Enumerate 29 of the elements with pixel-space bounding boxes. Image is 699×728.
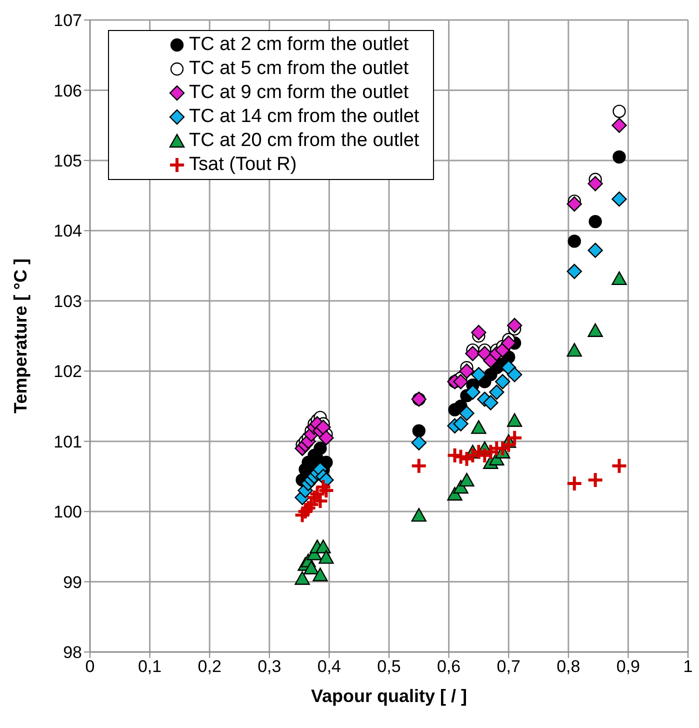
x-tick-label: 0,1 — [138, 657, 162, 676]
x-tick-label: 0,5 — [377, 657, 401, 676]
y-tick-label: 107 — [54, 11, 82, 30]
y-tick-label: 103 — [54, 292, 82, 311]
y-tick-label: 100 — [54, 502, 82, 522]
x-tick-label: 0,4 — [317, 657, 342, 676]
x-tick-label: 0,7 — [496, 657, 520, 676]
legend-label: TC at 14 cm from the outlet — [189, 105, 420, 129]
x-tick-label: 0,6 — [436, 657, 461, 676]
x-axis-title: Vapour quality [ / ] — [310, 686, 468, 706]
x-tick-label: 0,3 — [258, 657, 282, 676]
y-axis-title: Temperature [ °C ] — [10, 258, 30, 414]
legend-label: TC at 2 cm form the outlet — [189, 33, 409, 57]
x-tick-label: 0,2 — [198, 657, 222, 676]
x-tick-label: 1 — [683, 657, 693, 676]
x-tick-label: 0,9 — [616, 657, 640, 676]
y-tick-label: 102 — [54, 362, 82, 382]
y-tick-label: 104 — [54, 222, 82, 241]
legend-label: Tsat (Tout R) — [189, 153, 297, 177]
y-tick-label: 105 — [54, 151, 82, 170]
legend-label: TC at 9 cm form the outlet — [189, 81, 409, 105]
y-tick-label: 99 — [63, 572, 82, 592]
x-tick-label: 0 — [85, 657, 95, 676]
x-tick-label: 0,8 — [556, 657, 580, 676]
y-tick-label: 98 — [63, 643, 82, 662]
legend-label: TC at 20 cm from the outlet — [189, 129, 420, 153]
y-tick-label: 101 — [54, 432, 82, 452]
y-tick-label: 106 — [54, 81, 82, 100]
legend-label: TC at 5 cm from the outlet — [189, 57, 409, 81]
